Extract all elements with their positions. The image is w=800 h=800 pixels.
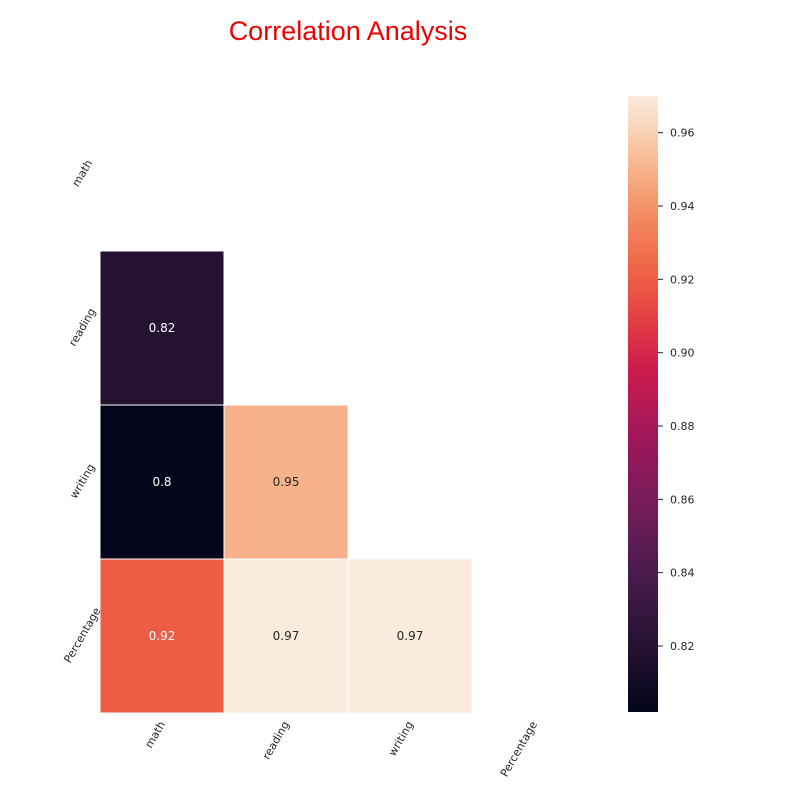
colorbar-ticks: 0.82 0.84 0.86 0.88 0.90 0.92 0.94 0.96	[658, 127, 695, 653]
heatmap-cells: 0.82 0.8 0.95 0.92 0.97 0.97	[99, 250, 473, 714]
colorbar-tick-label: 0.94	[670, 200, 695, 213]
y-tick-label-reading: reading	[66, 306, 98, 349]
y-tick-label-percentage: Percentage	[61, 605, 103, 665]
heatmap-cell-writing-math	[99, 404, 225, 560]
chart-title: Correlation Analysis	[229, 16, 468, 46]
colorbar-tick-label: 0.90	[670, 347, 695, 360]
cell-value-label: 0.97	[273, 629, 300, 643]
heatmap-cell-percentage-math	[99, 558, 225, 714]
x-tick-label-percentage: Percentage	[498, 719, 540, 779]
colorbar-tick-label: 0.96	[670, 127, 695, 140]
cell-value-label: 0.82	[149, 321, 176, 335]
heatmap-cell-writing-reading	[223, 404, 349, 560]
heatmap-cell-percentage-reading	[223, 558, 349, 714]
colorbar-tick-label: 0.82	[670, 640, 695, 653]
x-tick-label-reading: reading	[260, 719, 292, 762]
colorbar-tick-label: 0.88	[670, 420, 695, 433]
x-tick-label-writing: writing	[386, 719, 416, 758]
heatmap-cell-reading-math	[99, 250, 225, 406]
colorbar-tick-label: 0.86	[670, 493, 695, 506]
colorbar-tick-label: 0.92	[670, 273, 695, 286]
colorbar	[628, 96, 658, 712]
cell-value-label: 0.92	[149, 629, 176, 643]
x-tick-label-math: math	[142, 719, 168, 750]
x-axis-tick-labels: math reading writing Percentage	[142, 719, 540, 779]
y-tick-label-writing: writing	[67, 462, 97, 501]
cell-value-label: 0.8	[152, 475, 171, 489]
cell-value-label: 0.95	[273, 475, 300, 489]
colorbar-tick-label: 0.84	[670, 567, 695, 580]
y-axis-tick-labels: math reading writing Percentage	[61, 158, 103, 666]
cell-value-label: 0.97	[397, 629, 424, 643]
heatmap-cell-percentage-writing	[347, 558, 473, 714]
y-tick-label-math: math	[70, 158, 96, 189]
